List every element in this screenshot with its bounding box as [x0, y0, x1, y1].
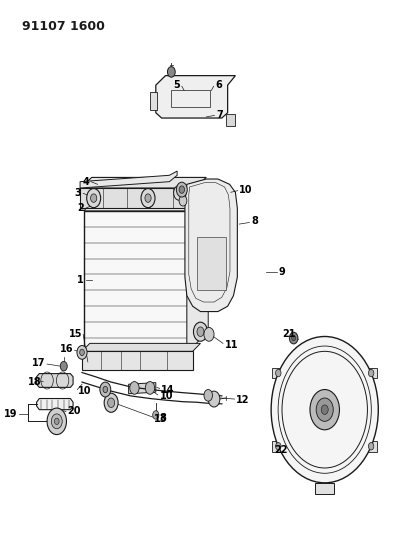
Circle shape [130, 382, 139, 394]
Bar [82, 351, 193, 370]
Polygon shape [80, 171, 177, 188]
Circle shape [87, 189, 101, 208]
Circle shape [108, 398, 114, 408]
Circle shape [204, 390, 213, 401]
Circle shape [289, 332, 298, 344]
Circle shape [51, 414, 62, 429]
Circle shape [316, 398, 333, 421]
Polygon shape [330, 412, 364, 428]
Circle shape [153, 411, 159, 419]
Bar [365, 441, 377, 451]
Circle shape [194, 322, 208, 341]
Circle shape [168, 67, 175, 77]
Circle shape [141, 189, 155, 208]
Circle shape [197, 327, 204, 336]
Bar [84, 211, 187, 354]
Circle shape [91, 194, 97, 203]
Circle shape [368, 369, 374, 377]
Text: 22: 22 [274, 446, 288, 456]
Circle shape [292, 335, 295, 341]
Polygon shape [318, 356, 330, 400]
Circle shape [60, 361, 67, 371]
Circle shape [77, 345, 87, 359]
Circle shape [179, 196, 187, 206]
Text: 8: 8 [160, 413, 167, 423]
Circle shape [100, 382, 111, 397]
Circle shape [104, 393, 118, 413]
Text: 6: 6 [215, 79, 222, 90]
Circle shape [276, 442, 281, 450]
Polygon shape [290, 371, 323, 400]
Polygon shape [36, 399, 73, 410]
Text: 13: 13 [154, 414, 168, 424]
Text: 8: 8 [251, 216, 258, 227]
Polygon shape [36, 374, 73, 387]
Bar [315, 483, 335, 495]
Polygon shape [185, 179, 237, 312]
Circle shape [276, 369, 281, 377]
Text: 3: 3 [74, 188, 81, 198]
Text: 9: 9 [278, 267, 285, 277]
Polygon shape [323, 421, 348, 461]
Circle shape [80, 349, 84, 356]
Circle shape [54, 418, 59, 424]
Circle shape [310, 390, 339, 430]
Polygon shape [187, 187, 208, 354]
Circle shape [271, 336, 378, 483]
Text: 20: 20 [68, 406, 81, 416]
Text: 4: 4 [82, 176, 89, 187]
Circle shape [145, 382, 154, 394]
Bar [150, 92, 157, 110]
Polygon shape [303, 415, 318, 462]
Circle shape [47, 408, 67, 434]
Text: 1: 1 [77, 274, 84, 285]
Circle shape [208, 391, 220, 407]
Bar [196, 237, 226, 290]
Circle shape [321, 405, 328, 415]
Text: 5: 5 [173, 79, 180, 90]
Polygon shape [84, 187, 208, 211]
Polygon shape [129, 383, 156, 394]
Bar [272, 368, 284, 378]
Bar [171, 91, 210, 108]
Circle shape [368, 442, 374, 450]
Circle shape [103, 386, 108, 393]
Bar [365, 368, 377, 378]
Circle shape [145, 194, 151, 203]
Text: 10: 10 [78, 386, 91, 396]
Bar [80, 188, 194, 208]
Text: 21: 21 [282, 329, 295, 340]
Circle shape [176, 182, 187, 197]
Polygon shape [285, 405, 317, 431]
Circle shape [204, 327, 214, 341]
Text: 18: 18 [29, 376, 42, 386]
Text: 7: 7 [216, 110, 223, 120]
Text: 15: 15 [69, 329, 82, 339]
Text: 14: 14 [161, 384, 174, 394]
Text: 17: 17 [32, 358, 46, 368]
Text: 12: 12 [236, 395, 250, 405]
Bar [226, 114, 235, 126]
Text: 10: 10 [239, 184, 253, 195]
Polygon shape [82, 343, 200, 351]
Bar [272, 441, 284, 451]
Polygon shape [80, 177, 206, 188]
Text: 2: 2 [77, 203, 84, 213]
Text: 19: 19 [4, 409, 17, 419]
Text: 10: 10 [160, 391, 173, 401]
Text: 11: 11 [225, 340, 238, 350]
Text: 91107 1600: 91107 1600 [22, 20, 105, 33]
Polygon shape [333, 369, 358, 410]
Polygon shape [156, 76, 235, 118]
Text: 16: 16 [60, 344, 74, 354]
Circle shape [179, 186, 185, 193]
Circle shape [174, 185, 185, 200]
